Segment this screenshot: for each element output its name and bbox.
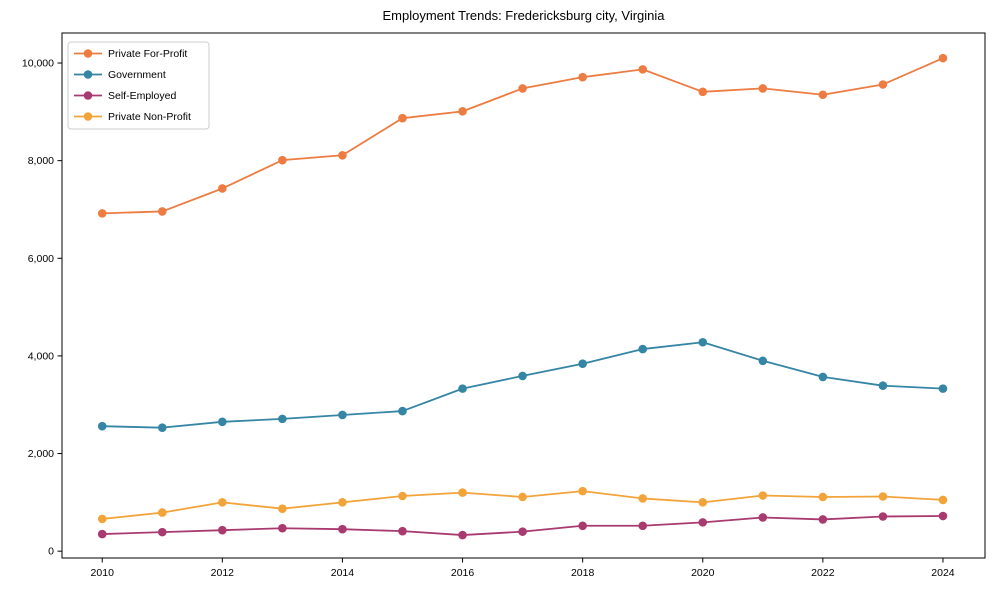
data-point-marker xyxy=(698,87,708,97)
data-point-marker xyxy=(878,381,888,390)
data-point-marker xyxy=(818,515,828,524)
data-point-marker xyxy=(818,492,828,502)
y-axis-tick-label: 8,000 xyxy=(28,155,54,167)
legend-label: Private For-Profit xyxy=(108,48,187,60)
data-point-marker xyxy=(698,518,708,527)
data-point-marker xyxy=(578,521,587,531)
x-axis-tick-label: 2022 xyxy=(811,567,835,579)
data-point-marker xyxy=(938,511,948,521)
data-point-marker xyxy=(398,526,407,536)
data-point-marker xyxy=(878,80,888,89)
data-point-marker xyxy=(458,530,467,540)
data-point-marker xyxy=(97,209,107,218)
data-point-marker xyxy=(758,84,768,93)
data-point-marker xyxy=(97,529,107,539)
data-point-marker xyxy=(938,384,948,393)
data-point-marker xyxy=(518,371,527,381)
y-axis-tick-label: 0 xyxy=(48,546,54,558)
data-point-marker xyxy=(157,207,167,216)
legend-marker xyxy=(83,91,93,100)
data-point-marker xyxy=(398,113,407,123)
data-point-marker xyxy=(97,514,107,524)
data-point-marker xyxy=(818,372,828,382)
legend-marker xyxy=(83,49,93,58)
x-axis-tick-label: 2020 xyxy=(691,567,715,579)
data-point-marker xyxy=(518,527,527,536)
series-line-private-for-profit xyxy=(101,57,944,215)
data-point-marker xyxy=(338,410,347,420)
y-axis-tick-label: 10,000 xyxy=(22,58,54,70)
data-point-marker xyxy=(878,512,888,521)
legend-label: Private Non-Profit xyxy=(108,111,191,123)
chart-title: Employment Trends: Fredericksburg city, … xyxy=(382,8,665,23)
data-point-marker xyxy=(878,492,888,501)
data-point-marker xyxy=(578,359,587,369)
data-point-marker xyxy=(218,417,227,427)
y-axis-tick-label: 6,000 xyxy=(28,253,54,265)
data-point-marker xyxy=(758,491,768,500)
data-point-marker xyxy=(218,184,227,193)
data-point-marker xyxy=(638,494,648,503)
data-point-marker xyxy=(938,495,948,505)
x-axis-tick-label: 2014 xyxy=(331,567,355,579)
data-point-marker xyxy=(518,492,527,502)
x-axis-tick-label: 2010 xyxy=(91,567,115,579)
data-point-marker xyxy=(157,508,167,517)
data-point-marker xyxy=(278,155,287,165)
legend-label: Government xyxy=(108,69,166,81)
data-point-marker xyxy=(638,344,648,354)
data-point-marker xyxy=(458,488,467,497)
data-point-marker xyxy=(698,498,708,507)
data-point-marker xyxy=(698,337,708,347)
data-point-marker xyxy=(218,525,227,535)
data-point-marker xyxy=(338,498,347,507)
y-axis-tick-label: 2,000 xyxy=(28,448,54,460)
data-point-marker xyxy=(157,423,167,432)
legend-label: Self-Employed xyxy=(108,90,176,102)
data-point-marker xyxy=(758,356,768,366)
data-point-marker xyxy=(157,527,167,537)
data-point-marker xyxy=(278,504,287,513)
data-point-marker xyxy=(758,513,768,522)
data-point-marker xyxy=(278,414,287,424)
data-point-marker xyxy=(578,72,587,82)
legend-marker xyxy=(83,112,93,121)
legend-marker xyxy=(83,70,93,79)
x-axis-tick-label: 2012 xyxy=(211,567,235,579)
data-point-marker xyxy=(398,491,407,501)
plot-border xyxy=(61,32,986,559)
x-axis-tick-label: 2024 xyxy=(931,567,955,579)
data-point-marker xyxy=(638,521,648,531)
data-point-marker xyxy=(338,150,347,160)
data-point-marker xyxy=(398,406,407,416)
data-point-marker xyxy=(938,53,948,63)
data-point-marker xyxy=(338,524,347,534)
data-point-marker xyxy=(218,498,227,507)
x-axis-tick-label: 2018 xyxy=(571,567,595,579)
x-axis-tick-label: 2016 xyxy=(451,567,475,579)
data-point-marker xyxy=(638,65,648,74)
data-point-marker xyxy=(578,486,587,496)
series-line-government xyxy=(101,341,944,429)
data-point-marker xyxy=(278,523,287,533)
data-point-marker xyxy=(458,107,467,116)
data-point-marker xyxy=(97,421,107,431)
legend-box xyxy=(67,41,210,130)
y-axis-tick-label: 4,000 xyxy=(28,350,54,362)
data-point-marker xyxy=(818,90,828,100)
data-point-marker xyxy=(518,84,527,93)
data-point-marker xyxy=(458,384,467,393)
